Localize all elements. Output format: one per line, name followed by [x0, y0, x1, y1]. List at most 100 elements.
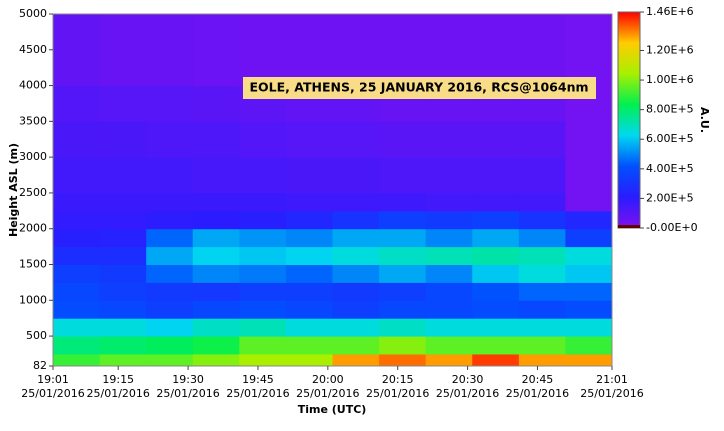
colorbar-tick-label: 2.00E+5	[646, 191, 694, 204]
heatmap-cell	[518, 353, 566, 367]
heatmap-cell	[146, 336, 194, 355]
heatmap-cell	[192, 300, 240, 319]
heatmap-cell	[239, 14, 287, 87]
heatmap-cell	[332, 336, 380, 355]
heatmap-cell	[379, 264, 427, 283]
heatmap-cell	[146, 228, 194, 248]
heatmap-cell	[239, 121, 287, 158]
heatmap-cell	[53, 336, 101, 355]
heatmap-cell	[285, 318, 333, 337]
heatmap-cell	[425, 210, 473, 230]
heatmap-cell	[425, 318, 473, 337]
x-tick-date: 25/01/2016	[366, 387, 429, 400]
y-tick-label: 5000	[19, 7, 47, 20]
heatmap-cell	[332, 157, 380, 194]
colorbar-under	[618, 225, 640, 228]
heatmap-cell	[379, 192, 427, 212]
heatmap-cell	[565, 121, 613, 158]
x-axis-label: Time (UTC)	[298, 403, 367, 416]
y-tick-label: 3500	[19, 114, 47, 127]
heatmap-cell	[99, 282, 147, 301]
heatmap-cell	[53, 282, 101, 301]
heatmap-cell	[518, 318, 566, 337]
colorbar-tick-label: 1.46E+6	[646, 5, 694, 18]
heatmap-cell	[472, 228, 520, 248]
heatmap-cell	[379, 246, 427, 266]
heatmap-cell	[565, 246, 613, 266]
x-tick-date: 25/01/2016	[156, 387, 219, 400]
annotation-box	[243, 77, 596, 99]
heatmap-cell	[379, 318, 427, 337]
heatmap-cell	[472, 14, 520, 87]
heatmap-cell	[239, 336, 287, 355]
heatmap-cell	[518, 264, 566, 283]
heatmap-cell	[239, 318, 287, 337]
x-tick-date: 25/01/2016	[226, 387, 289, 400]
heatmap-cell	[472, 121, 520, 158]
heatmap-cell	[146, 282, 194, 301]
heatmap-cell	[332, 121, 380, 158]
heatmap-cell	[53, 85, 101, 122]
x-tick-date: 25/01/2016	[436, 387, 499, 400]
heatmap-cell	[472, 353, 520, 367]
heatmap-cell	[192, 353, 240, 367]
heatmap-cell	[565, 353, 613, 367]
heatmap-cell	[425, 336, 473, 355]
heatmap-cell	[53, 121, 101, 158]
heatmap-cell	[472, 318, 520, 337]
heatmap-cell	[99, 85, 147, 122]
heatmap-cell	[53, 192, 101, 212]
heatmap-cell	[146, 300, 194, 319]
heatmap-cell	[425, 353, 473, 367]
heatmap-cell	[99, 14, 147, 87]
heatmap-cell	[285, 157, 333, 194]
heatmap-cell	[285, 353, 333, 367]
heatmap-cell	[565, 264, 613, 283]
y-axis-label: Height ASL (m)	[7, 143, 20, 237]
heatmap-cell	[565, 336, 613, 355]
heatmap-cell	[239, 282, 287, 301]
heatmap-cell	[332, 264, 380, 283]
colorbar-label: A.U.	[698, 107, 711, 133]
x-tick-label: 19:01	[37, 373, 69, 386]
heatmap-cell	[518, 157, 566, 194]
heatmap-cell	[99, 228, 147, 248]
heatmap-cell	[379, 353, 427, 367]
heatmap-cell	[472, 192, 520, 212]
heatmap-cell	[285, 264, 333, 283]
heatmap-cell	[472, 210, 520, 230]
heatmap-cell	[425, 228, 473, 248]
heatmap-cell	[332, 246, 380, 266]
y-tick-label: 2500	[19, 186, 47, 199]
x-tick-label: 21:01	[596, 373, 628, 386]
x-tick-label: 20:00	[312, 373, 344, 386]
heatmap-cell	[565, 210, 613, 230]
heatmap-cell	[285, 121, 333, 158]
x-tick-label: 19:30	[172, 373, 204, 386]
heatmap-cell	[565, 228, 613, 248]
plot-frame	[52, 13, 613, 367]
heatmap-cell	[53, 228, 101, 248]
heatmap-cell	[425, 157, 473, 194]
heatmap-cell	[146, 157, 194, 194]
heatmap-cell	[425, 246, 473, 266]
heatmap-cell	[239, 228, 287, 248]
heatmap-cell	[285, 282, 333, 301]
x-tick-label: 20:15	[382, 373, 414, 386]
heatmap-cell	[53, 264, 101, 283]
heatmap-cell	[379, 210, 427, 230]
heatmap-cell	[239, 264, 287, 283]
heatmap-cell	[239, 353, 287, 367]
x-tick-label: 20:45	[522, 373, 554, 386]
heatmap-cell	[518, 246, 566, 266]
heatmap-cell	[239, 210, 287, 230]
heatmap-cell	[565, 192, 613, 212]
heatmap-cell	[192, 121, 240, 158]
heatmap-cell	[99, 336, 147, 355]
heatmap-cell	[425, 121, 473, 158]
heatmap-cell	[518, 336, 566, 355]
heatmap-cell	[332, 300, 380, 319]
heatmap-cell	[99, 157, 147, 194]
y-tick-label: 500	[26, 329, 47, 342]
heatmap-cell	[518, 210, 566, 230]
